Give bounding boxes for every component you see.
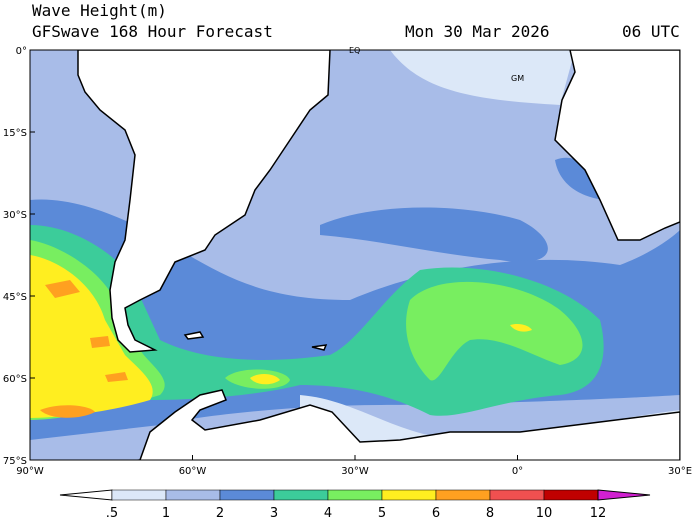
colorbar-box <box>111 489 167 501</box>
colorbar-box <box>327 489 383 501</box>
lime-zone <box>406 281 583 381</box>
map-subtitle: GFSwave 168 Hour Forecast <box>32 22 273 41</box>
light-zone <box>390 50 575 105</box>
colorbar-label: 6 <box>432 506 440 521</box>
colorbar-box <box>381 489 437 501</box>
colorbar-box <box>165 489 221 501</box>
colorbar-label: 8 <box>486 506 494 521</box>
colorbar-end <box>597 489 651 501</box>
colorbar-label: 12 <box>590 506 607 521</box>
axis-labels: 0° 15°S 30°S 45°S 60°S 75°S90°W 60°W 30°W 0° 30°E <box>3 46 692 477</box>
colorbar-label: 4 <box>324 506 332 521</box>
colorbar-end <box>59 489 113 501</box>
colorbar-label: 1 <box>162 506 170 521</box>
colorbar-box <box>543 489 599 501</box>
equator-label: EQ <box>349 46 360 55</box>
lat-label: 0° <box>16 46 27 57</box>
orange-zone <box>105 372 128 382</box>
greenwich-label: GM <box>511 74 524 83</box>
colorbar-label: 5 <box>378 506 386 521</box>
colorbar-label: 3 <box>270 506 278 521</box>
dark-zone <box>320 207 548 262</box>
south-america-land <box>77 50 331 353</box>
lat-label: 30°S <box>3 210 27 221</box>
lat-label: 45°S <box>3 292 27 303</box>
lon-label: 30°W <box>341 466 369 477</box>
antarctica-land <box>131 389 680 460</box>
south-georgia <box>311 344 328 351</box>
colorbar-box <box>435 489 491 501</box>
orange-zone <box>90 336 110 348</box>
yellow-zone <box>250 374 280 385</box>
orange-zone <box>40 405 95 418</box>
lat-label: 60°S <box>3 374 27 385</box>
africa-land <box>554 50 680 241</box>
map-title: Wave Height(m) <box>32 1 167 20</box>
colorbar-box <box>273 489 329 501</box>
lat-label: 75°S <box>3 456 27 467</box>
colorbar-label: 10 <box>536 506 553 521</box>
yellow-zone <box>510 323 532 332</box>
forecast-date: Mon 30 Mar 2026 <box>405 22 550 41</box>
map-area <box>30 50 680 460</box>
colorbar-label: .5 <box>106 506 118 521</box>
lon-label: 0° <box>512 466 523 477</box>
falklands <box>183 331 205 340</box>
lon-label: 60°W <box>179 466 207 477</box>
colorbar-box <box>489 489 545 501</box>
lon-label: 90°W <box>16 466 44 477</box>
colorbar: .5 1 2 3 4 5 6 8 10 12 <box>59 489 651 521</box>
orange-zone <box>45 280 80 298</box>
lat-label: 15°S <box>3 128 27 139</box>
green-zone <box>30 225 604 416</box>
forecast-time: 06 UTC <box>622 22 680 41</box>
colorbar-label: 2 <box>216 506 224 521</box>
lon-label: 30°E <box>668 466 692 477</box>
colorbar-box <box>219 489 275 501</box>
